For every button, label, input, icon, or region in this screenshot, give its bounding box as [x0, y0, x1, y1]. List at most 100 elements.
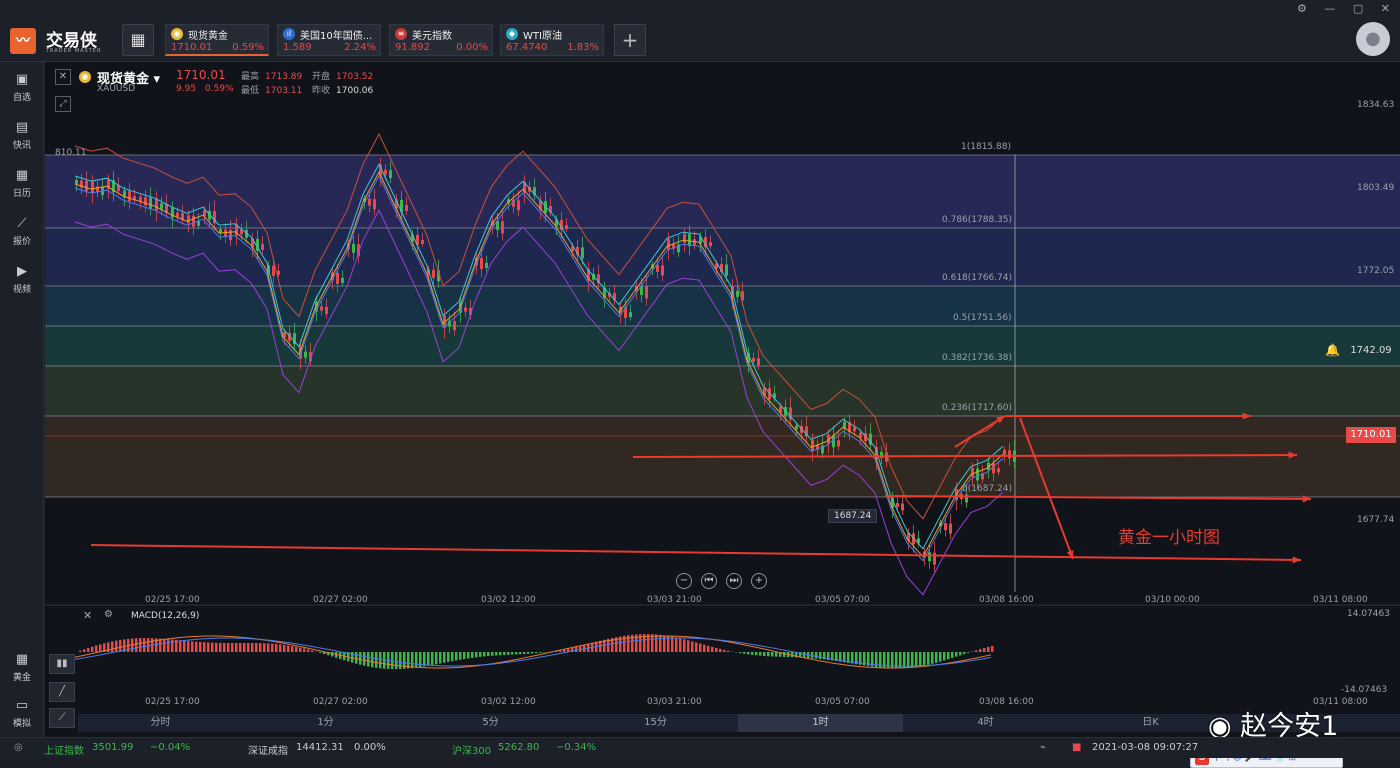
tab-timeframe-intraday[interactable]: 分时 — [78, 714, 243, 732]
tab-gold[interactable]: ◉ 现货黄金 1710.01 0.59% — [165, 24, 269, 56]
candle — [667, 239, 670, 250]
macd-time-label: 02/27 02:00 — [313, 697, 368, 707]
sidebar-item-calendar[interactable]: ▦日历 — [0, 168, 44, 199]
time-axis-label: 02/25 17:00 — [145, 595, 200, 605]
time-axis-label: 02/27 02:00 — [313, 595, 368, 605]
macd-bar — [687, 640, 690, 652]
macd-bar — [463, 652, 466, 659]
bar-chart-icon: ıl — [283, 28, 295, 40]
sidebar-item-video[interactable]: ▶视频 — [0, 264, 44, 295]
tab-price: 1710.01 — [171, 42, 212, 53]
macd-bar — [271, 644, 274, 652]
tab-price: 91.892 — [395, 42, 430, 53]
price-axis-label: 1834.63 — [1357, 100, 1394, 110]
macd-bar — [983, 648, 986, 652]
low-price-tag: 1687.24 — [828, 509, 877, 523]
tab-timeframe-1m[interactable]: 1分 — [243, 714, 408, 732]
prev-close-label: 昨收 — [312, 86, 330, 96]
fib-band — [45, 286, 1400, 326]
tab-timeframe-4h[interactable]: 4时 — [903, 714, 1068, 732]
macd-bar — [195, 642, 198, 652]
window-controls[interactable]: ⚙ — ▢ ✕ — [1297, 2, 1390, 15]
cn-flag-icon: ■ — [1072, 742, 1081, 753]
draw-line-tool-button[interactable]: ╱ — [49, 682, 75, 702]
line-chart-tool-button[interactable]: ⟋ — [49, 708, 75, 728]
sh-index-label: 上证指数 — [44, 742, 84, 757]
price-axis-label: 1772.05 — [1357, 266, 1394, 276]
low-label: 最低 — [241, 86, 259, 96]
candle — [837, 440, 840, 446]
indicator-tool-button[interactable]: ▮▮ — [49, 654, 75, 674]
gear-icon[interactable]: ⚙ — [104, 609, 113, 620]
zoom-in-button[interactable]: + — [751, 573, 767, 589]
close-macd-button[interactable]: ✕ — [83, 609, 92, 622]
candle — [192, 216, 195, 227]
price-chart[interactable] — [45, 62, 1400, 737]
candle — [384, 170, 387, 175]
tab-wti[interactable]: ◆ WTI原油 67.4740 1.83% — [500, 24, 604, 56]
candle — [992, 463, 995, 473]
prev-close-value: 1700.06 — [336, 86, 373, 96]
macd-bar — [723, 650, 726, 652]
sidebar-item-watchlist[interactable]: ▣自选 — [0, 72, 44, 103]
headset-icon[interactable]: ◎ — [14, 742, 23, 753]
macd-bar — [527, 652, 530, 654]
macd-bar — [375, 652, 378, 668]
close-chart-button[interactable]: ✕ — [55, 69, 71, 85]
candle — [725, 265, 728, 276]
signal-icon[interactable]: ⌁ — [1040, 742, 1046, 753]
high-value: 1713.89 — [265, 72, 302, 82]
sidebar-item-gold[interactable]: ▦黄金 — [0, 652, 44, 683]
scroll-start-button[interactable]: ⏮ — [701, 573, 717, 589]
tab-name: 美国10年国债... — [300, 27, 372, 42]
sidebar-item-simulate[interactable]: ▭模拟 — [0, 698, 44, 729]
time-axis-label: 03/11 08:00 — [1313, 595, 1368, 605]
sidebar-item-quotes[interactable]: ⟋报价 — [0, 216, 44, 247]
candle — [709, 242, 712, 246]
macd-bar — [767, 652, 770, 656]
macd-bar — [467, 652, 470, 658]
macd-time-label: 03/02 12:00 — [481, 697, 536, 707]
scroll-end-button[interactable]: ⏭ — [726, 573, 742, 589]
macd-bar — [243, 643, 246, 652]
avatar[interactable]: ● — [1356, 22, 1390, 56]
macd-bar — [227, 643, 230, 652]
zoom-out-button[interactable]: − — [676, 573, 692, 589]
tab-us10y[interactable]: ıl 美国10年国债... 1.589 2.24% — [277, 24, 381, 56]
macd-bar — [727, 651, 730, 652]
timeframe-bar: 分时 1分 5分 15分 1时 4时 日K — [78, 714, 1400, 732]
tab-dxy[interactable]: ≡ 美元指数 91.892 0.00% — [389, 24, 493, 56]
macd-bar — [491, 652, 494, 656]
add-tab-button[interactable]: + — [614, 24, 646, 56]
open-label: 开盘 — [312, 72, 330, 82]
macd-bar — [771, 652, 774, 656]
oil-drop-icon: ◆ — [506, 28, 518, 40]
fib-band — [45, 326, 1400, 366]
sidebar-item-news[interactable]: ▤快讯 — [0, 120, 44, 151]
macd-bar — [95, 646, 98, 652]
macd-bar — [367, 652, 370, 666]
macd-bar — [379, 652, 382, 668]
sidebar-item-label: 模拟 — [0, 716, 44, 729]
macd-bar — [411, 652, 414, 668]
tab-change: 2.24% — [344, 42, 376, 53]
candle — [944, 523, 947, 530]
macd-bar — [507, 652, 510, 655]
fib-band — [45, 228, 1400, 286]
macd-bar — [167, 639, 170, 652]
tab-change: 1.83% — [567, 42, 599, 53]
expand-icon[interactable]: ⤢ — [55, 96, 71, 112]
tab-timeframe-15m[interactable]: 15分 — [573, 714, 738, 732]
candle — [432, 270, 435, 278]
candle — [501, 221, 504, 233]
tab-timeframe-5m[interactable]: 5分 — [408, 714, 573, 732]
macd-bar — [707, 646, 710, 652]
tab-timeframe-1h[interactable]: 1时 — [738, 714, 903, 732]
macd-bar — [235, 643, 238, 652]
grid-layout-button[interactable]: ▦ — [122, 24, 154, 56]
alarm-bell-icon[interactable]: 🔔 — [1325, 343, 1340, 357]
sidebar-item-label: 视频 — [0, 282, 44, 295]
candle — [928, 552, 931, 561]
macd-bar — [539, 652, 542, 653]
macd-bar — [715, 648, 718, 652]
